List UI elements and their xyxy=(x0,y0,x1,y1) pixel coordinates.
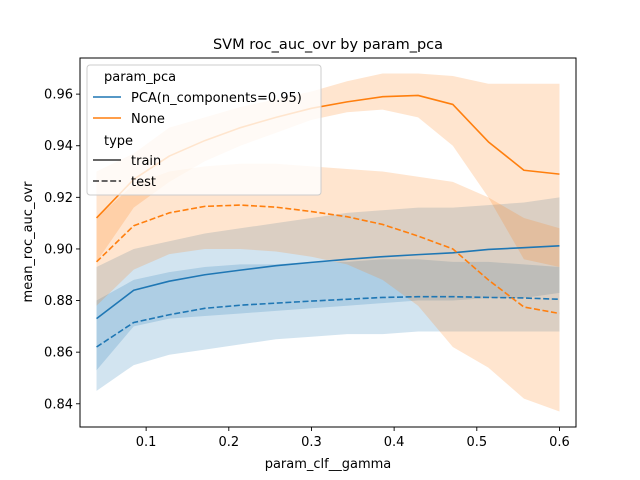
y-axis-ticks: 0.84 0.86 0.88 0.90 0.92 0.94 0.96 xyxy=(44,88,80,412)
x-axis-ticks: 0.1 0.2 0.3 0.4 0.5 0.6 xyxy=(136,427,570,450)
x-tick-label: 0.6 xyxy=(549,435,570,450)
legend-label-pca: PCA(n_components=0.95) xyxy=(131,91,302,106)
x-tick-label: 0.5 xyxy=(466,435,487,450)
x-tick-label: 0.3 xyxy=(301,435,322,450)
y-tick-label: 0.92 xyxy=(44,191,73,206)
band-pca-n-components-0-95-test xyxy=(96,259,560,391)
legend-hue-title: param_pca xyxy=(104,70,176,85)
x-tick-label: 0.2 xyxy=(218,435,239,450)
line-none-test xyxy=(95,204,560,315)
y-tick-label: 0.96 xyxy=(44,88,73,103)
plot-frame xyxy=(79,57,577,428)
legend: param_pca PCA(n_components=0.95) None ty… xyxy=(86,64,322,196)
band-none-test xyxy=(96,163,560,412)
line-pca-n-components-0-95-test xyxy=(96,295,560,348)
band-pca-n-components-0-95-train xyxy=(96,197,560,371)
x-tick-label: 0.1 xyxy=(136,435,157,450)
y-tick-label: 0.94 xyxy=(44,139,73,154)
legend-label-test: test xyxy=(131,175,156,190)
chart-title: SVM roc_auc_ovr by param_pca xyxy=(213,37,443,53)
x-tick-label: 0.4 xyxy=(384,435,405,450)
legend-label-train: train xyxy=(131,154,161,169)
legend-box xyxy=(86,64,322,196)
y-tick-label: 0.88 xyxy=(44,294,73,309)
y-tick-label: 0.86 xyxy=(44,346,73,361)
line-pca-n-components-0-95-train xyxy=(96,245,560,320)
legend-style-title: type xyxy=(104,134,133,149)
legend-label-none: None xyxy=(131,112,165,127)
y-tick-label: 0.84 xyxy=(44,397,73,412)
y-tick-label: 0.90 xyxy=(44,242,73,257)
y-axis-label: mean_roc_auc_ovr xyxy=(21,181,36,303)
x-axis-label: param_clf__gamma xyxy=(265,457,392,472)
